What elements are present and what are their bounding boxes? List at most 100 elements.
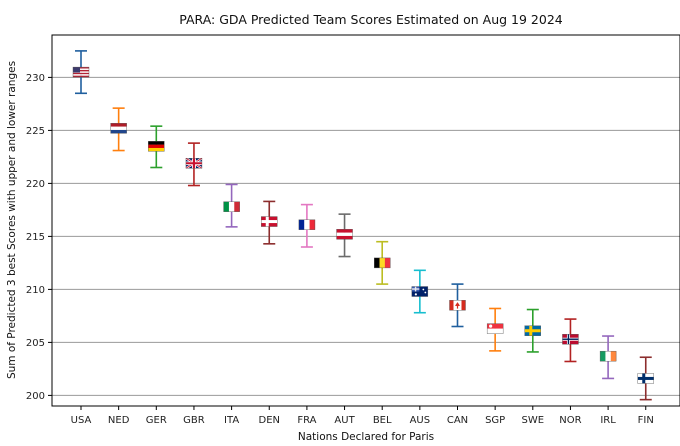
plot-frame [51,34,680,407]
flag-den-icon [261,216,278,227]
flag-border [110,123,127,134]
flag-cross [637,376,654,380]
flag-stripe [600,351,606,362]
flag-border [599,350,617,362]
flag-border [223,201,240,212]
marker-layer [72,66,654,384]
y-axis-label: Sum of Predicted 3 best Scores with uppe… [6,61,18,379]
flag-border [449,300,466,311]
x-tick-label: ITA [224,415,239,426]
flag-bel-icon [374,257,391,269]
flag-canton [73,67,80,73]
flag-stripe [374,257,380,268]
flag-star [422,288,425,291]
x-tick-label: NOR [559,415,581,426]
flag-stripe [73,71,89,73]
y-tick-label: 205 [26,338,45,349]
grid-layer [52,76,680,396]
flag-stripe [605,351,611,362]
x-tick-label: DEN [259,415,281,426]
chart-title: PARA: GDA Predicted Team Scores Estimate… [179,12,563,27]
flag-stripe [487,328,504,334]
flag-stripe [73,68,89,71]
x-tick-label: AUT [334,415,355,426]
flag-aut-icon [336,229,353,240]
flag-stripe [148,141,165,145]
flag-cross [185,162,202,165]
x-axis-label: Nations Declared for Paris [298,431,434,443]
flag-stripe [110,123,127,127]
x-tick-label: FIN [638,415,654,426]
flag-cross-inner [562,338,579,340]
flag-star [424,291,427,294]
flag-ita-icon [223,201,240,212]
flag-sgp-icon [486,323,504,334]
flag-can-icon [449,300,466,311]
flag-stripe [110,129,127,134]
flag-border [524,325,541,336]
x-tick-label: CAN [447,415,468,426]
y-tick-label: 230 [26,73,45,84]
x-tick-label: USA [71,415,92,426]
flag-swe-icon [524,325,541,336]
flag-stripe [148,147,165,152]
flag-stripe [304,219,310,230]
flag-border [298,219,316,230]
flag-stripe [298,219,305,230]
y-tick-label: 225 [26,126,45,137]
flag-cross [524,329,541,333]
flag-leaf [455,302,460,309]
flag-fin-icon [637,373,654,384]
flag-ned-icon [110,123,127,134]
errorbar-layer [75,50,652,401]
flag-gbr-icon [185,157,203,170]
flag-border [637,373,654,384]
x-tick-label: FRA [297,415,316,426]
flag-aus-icon [411,286,429,297]
flag-stripe [148,144,165,149]
flag-cross [261,220,278,224]
flag-border [148,141,165,152]
flag-stripe [336,232,353,237]
flag-border [411,286,429,297]
flag-cross [411,288,420,290]
flag-stripe [336,229,353,233]
flag-stripe [336,235,353,240]
flag-stripe [384,257,391,268]
flag-stripe [73,69,89,72]
flag-border [374,257,391,269]
flag-band [449,300,454,311]
flag-band [461,300,466,311]
y-tick-label: 210 [26,285,45,296]
x-tick-label: BEL [373,415,392,426]
x-tick-label: GBR [183,415,205,426]
y-tick-label: 220 [26,179,45,190]
flag-stripe [73,75,89,78]
flag-stripe [110,126,127,131]
flag-star [414,293,417,296]
x-tick-label: SGP [485,415,505,426]
y-tick-label: 215 [26,232,45,243]
flag-stripe [73,74,89,76]
flag-ger-icon [148,141,165,152]
flag-nor-icon [562,334,579,345]
flag-stripe [379,257,386,268]
flag-border [261,216,278,227]
flag-stripe [73,67,89,69]
flag-stripe [487,323,504,329]
flag-fra-icon [298,219,316,230]
flag-stripe [223,201,230,212]
x-tick-label: SWE [522,415,545,426]
flag-stripe [610,351,617,362]
flag-stripe [234,201,240,212]
x-tick-label: NED [108,415,130,426]
flag-border [185,158,203,169]
flag-border [72,66,90,78]
flag-stripe [73,72,89,75]
x-tick-label: GER [146,415,167,426]
flag-border [486,323,504,334]
flag-border [562,334,579,345]
flag-crescent [489,324,493,328]
x-tick-layer: USA NED GER GBR ITA DEN FRA AUT BEL AUS CAN SGP SWE N… [71,406,654,426]
